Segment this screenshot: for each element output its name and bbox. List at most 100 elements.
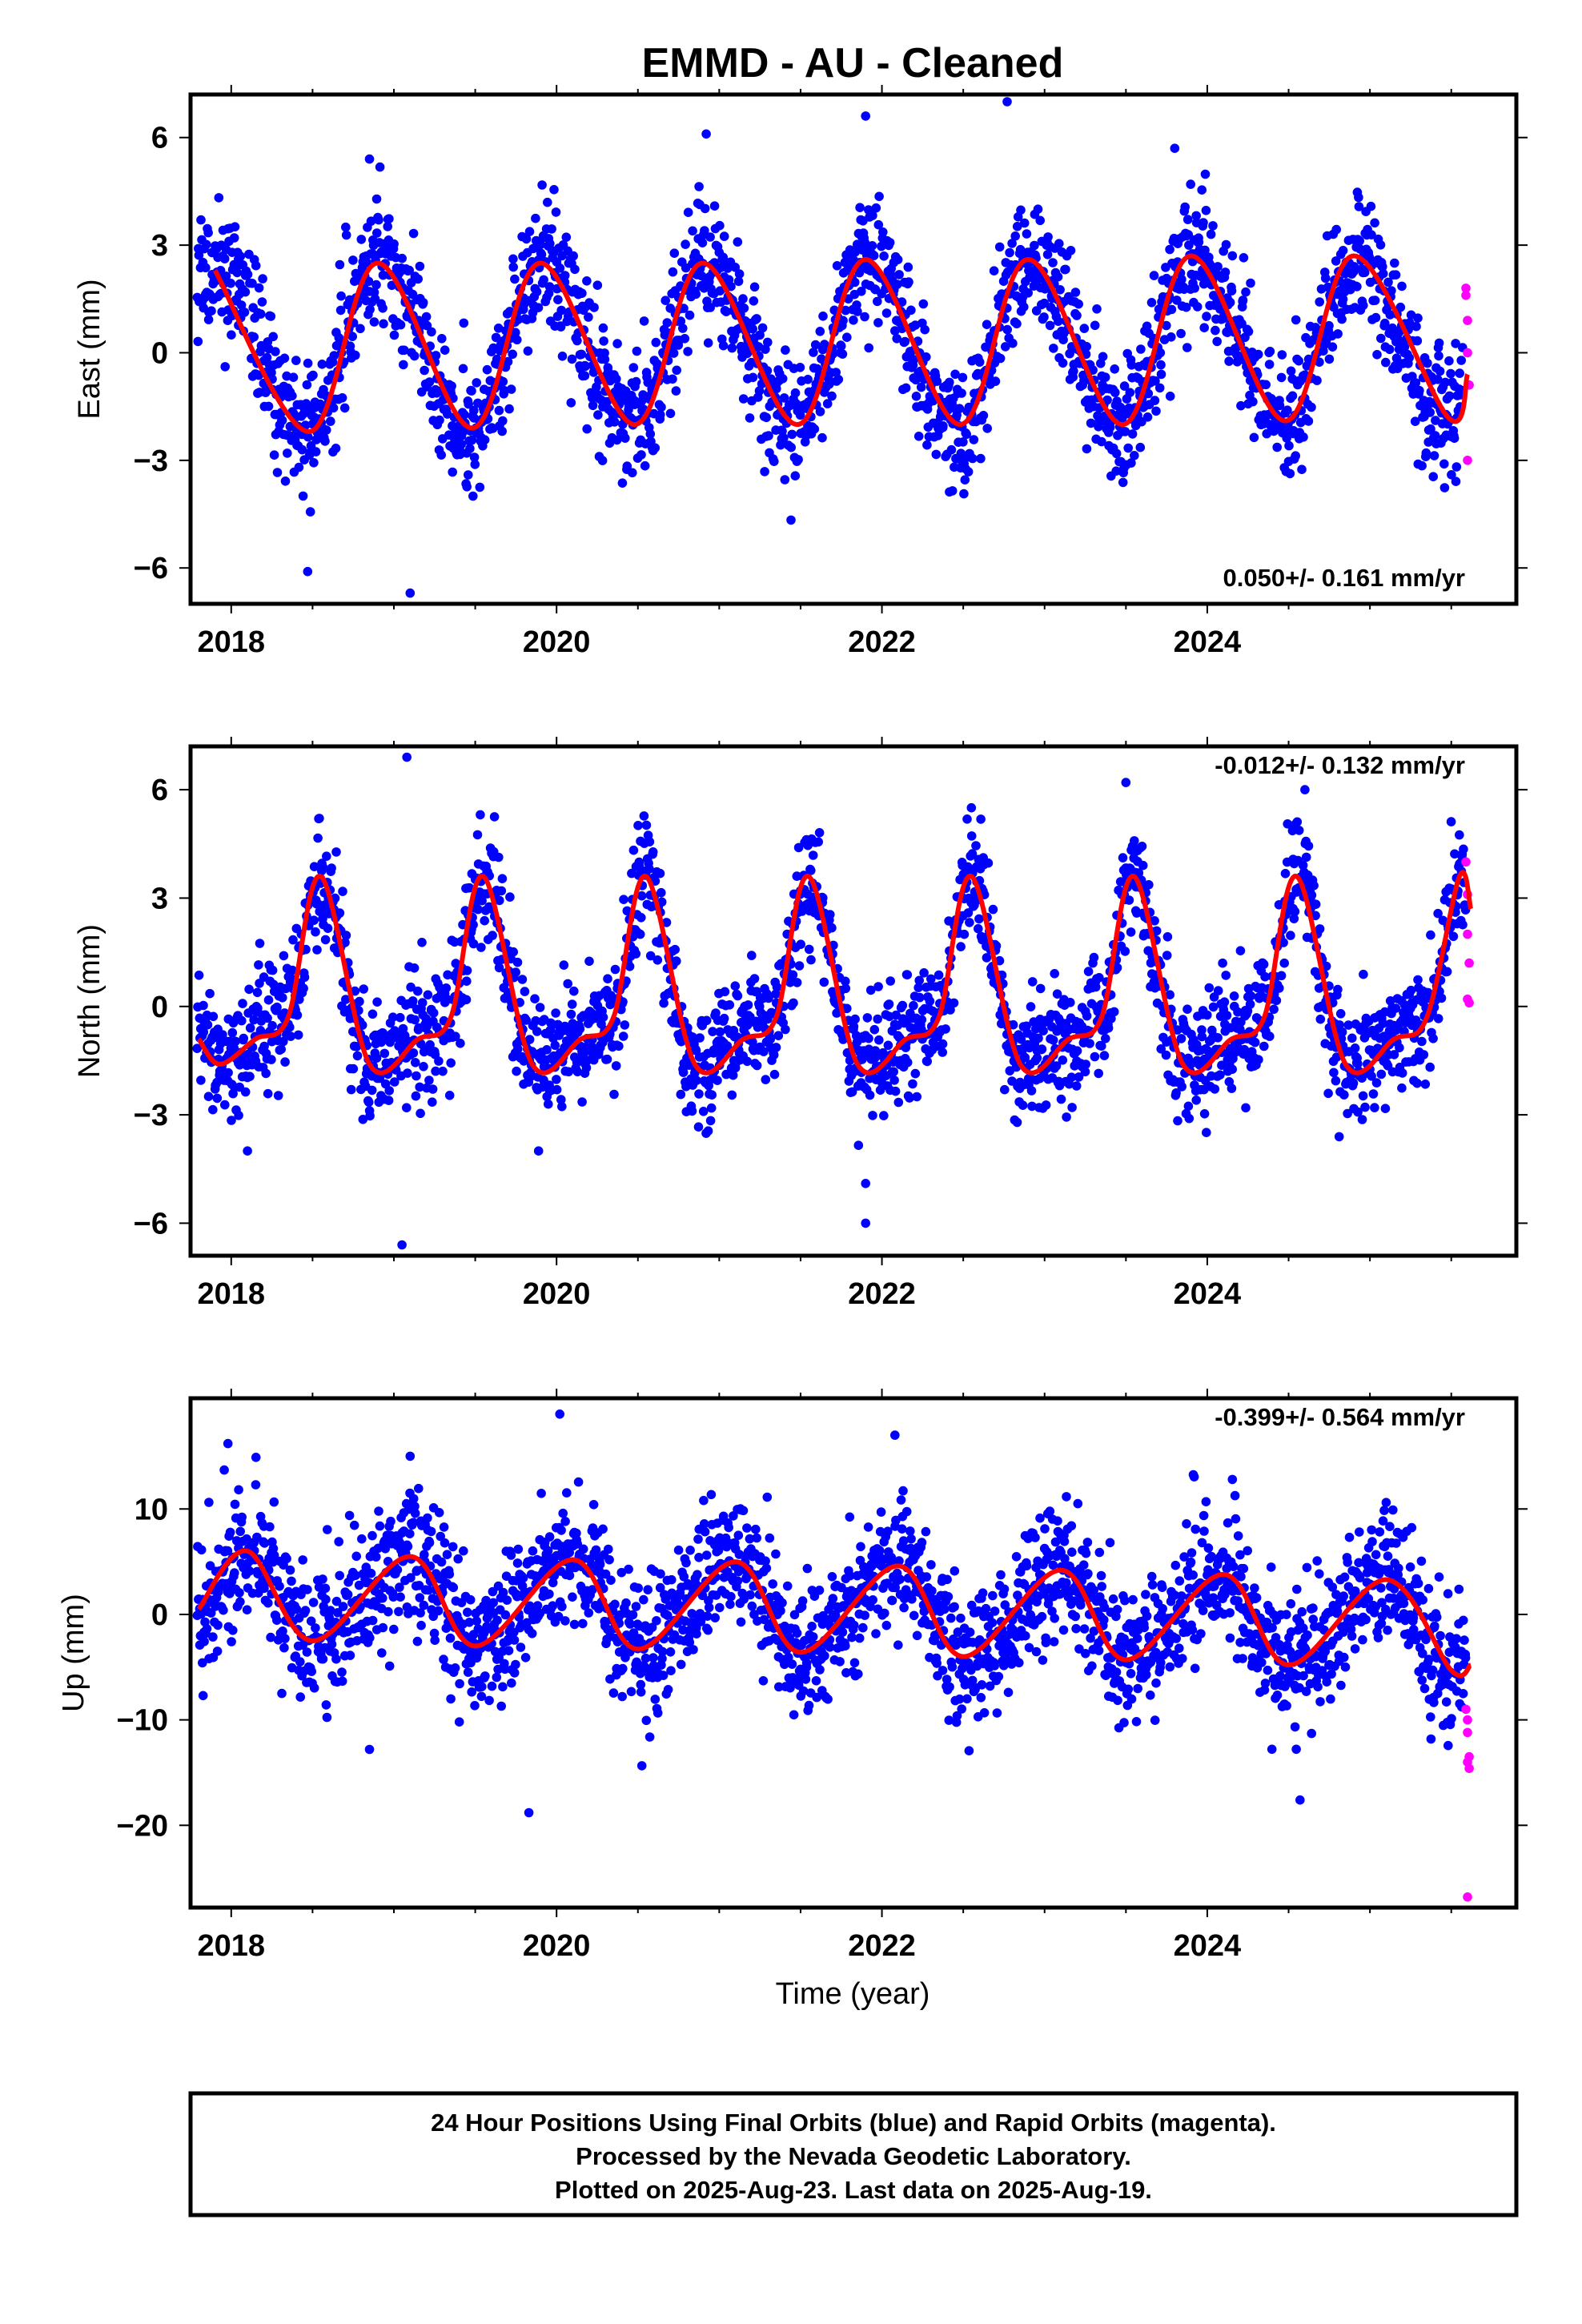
east-point (680, 334, 690, 344)
up-point (219, 1605, 228, 1615)
east-point (620, 433, 630, 443)
east-point (577, 288, 587, 299)
east-point (738, 394, 749, 404)
east-point (1125, 388, 1135, 398)
north-rapid-orbit-points (1461, 857, 1474, 1008)
east-point (683, 207, 693, 218)
north-point (199, 1027, 209, 1037)
north-point (243, 1146, 252, 1156)
north-point (611, 1061, 621, 1071)
east-point (779, 393, 789, 403)
up-point (291, 1604, 302, 1614)
north-point (323, 923, 333, 933)
up-point (282, 1554, 291, 1564)
east-point (285, 421, 295, 432)
east-point (1275, 400, 1285, 411)
up-point (212, 1647, 223, 1656)
east-point (1086, 418, 1096, 428)
north-point (687, 1106, 697, 1116)
east-point (584, 312, 593, 322)
north-point (227, 1116, 236, 1125)
east-point (1417, 460, 1427, 471)
east-point (1194, 237, 1204, 247)
east-point (1286, 366, 1296, 376)
east-point (1156, 369, 1166, 380)
east-point (593, 410, 603, 420)
north-point (1203, 1010, 1212, 1020)
north-point (278, 993, 287, 1003)
east-point (230, 222, 240, 232)
north-point (367, 1085, 377, 1096)
north-point (628, 845, 639, 855)
east-point (389, 239, 399, 249)
east-point (1366, 201, 1376, 211)
east-point (612, 374, 621, 384)
north-point (873, 982, 883, 991)
east-point (568, 251, 578, 261)
east-point (721, 307, 731, 316)
north-point (902, 970, 913, 979)
north-point (703, 1126, 713, 1136)
east-point (589, 303, 599, 312)
north-point (994, 955, 1005, 966)
east-rapid-point (1461, 291, 1471, 300)
east-point (1224, 356, 1234, 366)
east-point (336, 291, 346, 301)
east-point (1179, 284, 1189, 295)
north-point (1130, 836, 1139, 846)
north-model-curve (196, 870, 1474, 1076)
east-point (335, 305, 346, 316)
east-point (600, 354, 610, 364)
north-point (1448, 931, 1459, 942)
north-point (620, 1020, 630, 1030)
north-point (853, 1140, 864, 1150)
east-point (1287, 391, 1298, 401)
east-point (371, 194, 382, 204)
north-point (411, 1058, 420, 1068)
north-point (1428, 1034, 1438, 1043)
up-point (378, 1593, 387, 1603)
north-point (285, 1022, 295, 1032)
east-point (1126, 360, 1137, 370)
up-point (377, 1648, 387, 1658)
east-point (207, 306, 216, 316)
east-point (671, 386, 681, 396)
east-point (482, 364, 492, 375)
north-point (1171, 1088, 1181, 1098)
east-point (1324, 320, 1334, 331)
north-point (413, 986, 423, 996)
east-point (669, 248, 680, 259)
north-point (1233, 1007, 1243, 1017)
east-point (232, 267, 243, 278)
north-point (584, 956, 594, 967)
east-point (818, 312, 828, 321)
north-point (203, 1019, 213, 1030)
north-point (1290, 907, 1300, 916)
east-point (1142, 412, 1153, 422)
east-point (1016, 205, 1026, 215)
north-point (692, 1076, 701, 1085)
east-point (1241, 287, 1251, 297)
north-point (1184, 1113, 1195, 1124)
north-point (526, 1072, 536, 1081)
east-point (582, 424, 592, 434)
north-point (902, 1057, 913, 1068)
east-point (1297, 464, 1307, 474)
east-rapid-point (1461, 283, 1471, 293)
north-point (655, 868, 665, 879)
east-point (1043, 232, 1053, 242)
east-point (201, 239, 211, 250)
east-point (838, 316, 848, 326)
north-point (1343, 1108, 1352, 1119)
north-point (533, 1146, 544, 1156)
east-point (1331, 224, 1341, 235)
east-point (1387, 286, 1396, 296)
up-point (227, 1637, 236, 1647)
north-point (1218, 958, 1227, 968)
north-point (1450, 849, 1460, 859)
north-point (227, 1027, 238, 1038)
north-point (384, 1086, 395, 1096)
north-point (512, 1066, 521, 1076)
north-point (1353, 1107, 1363, 1117)
east-point (1425, 408, 1435, 417)
